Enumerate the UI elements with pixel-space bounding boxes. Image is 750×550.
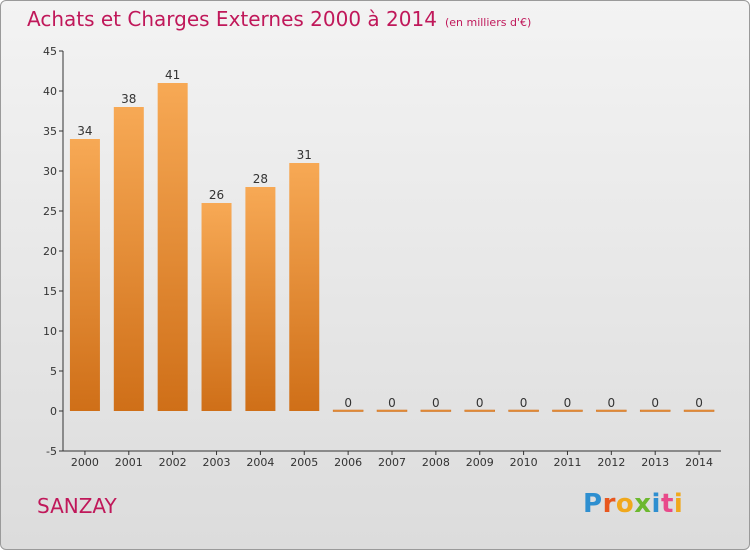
x-tick-label: 2014 bbox=[685, 456, 713, 469]
logo-letter: x bbox=[634, 489, 652, 519]
bar bbox=[508, 409, 539, 412]
y-tick-label: 20 bbox=[43, 245, 57, 258]
x-tick-label: 2011 bbox=[553, 456, 581, 469]
proxiti-logo[interactable]: Proxiti bbox=[583, 489, 683, 519]
commune-name: SANZAY bbox=[37, 494, 117, 518]
bar-value-label: 38 bbox=[121, 92, 136, 106]
bar bbox=[69, 139, 100, 411]
x-tick-label: 2002 bbox=[159, 456, 187, 469]
logo-letter: t bbox=[660, 489, 674, 519]
y-tick-label: -5 bbox=[46, 445, 57, 458]
bar bbox=[464, 409, 495, 412]
y-tick-label: 0 bbox=[50, 405, 57, 418]
bar-value-label: 41 bbox=[165, 68, 180, 82]
bar bbox=[113, 107, 144, 411]
y-tick-label: 10 bbox=[43, 325, 57, 338]
x-tick-label: 2012 bbox=[597, 456, 625, 469]
x-tick-label: 2010 bbox=[510, 456, 538, 469]
x-tick-label: 2006 bbox=[334, 456, 362, 469]
bar-value-label: 0 bbox=[388, 396, 396, 410]
bar-value-label: 28 bbox=[253, 172, 268, 186]
x-tick-label: 2008 bbox=[422, 456, 450, 469]
logo-letter: r bbox=[602, 489, 616, 519]
y-tick-label: 15 bbox=[43, 285, 57, 298]
x-tick-label: 2001 bbox=[115, 456, 143, 469]
logo-letter: i bbox=[651, 489, 661, 519]
bar-value-label: 0 bbox=[344, 396, 352, 410]
x-tick-label: 2000 bbox=[71, 456, 99, 469]
chart-unit: (en milliers d'€) bbox=[444, 16, 532, 29]
bar bbox=[157, 83, 188, 411]
x-tick-label: 2004 bbox=[246, 456, 274, 469]
y-tick-label: 30 bbox=[43, 165, 57, 178]
x-tick-label: 2009 bbox=[466, 456, 494, 469]
logo-letter: i bbox=[673, 489, 684, 519]
bar-value-label: 0 bbox=[520, 396, 528, 410]
bar-value-label: 0 bbox=[564, 396, 572, 410]
bar bbox=[332, 409, 364, 412]
bar-value-label: 26 bbox=[209, 188, 224, 202]
bar bbox=[552, 409, 583, 412]
x-tick-label: 2003 bbox=[203, 456, 231, 469]
y-tick-label: 45 bbox=[43, 45, 57, 58]
chart-title: Achats et Charges Externes 2000 à 2014 (e… bbox=[27, 7, 531, 31]
bar bbox=[376, 409, 408, 412]
bar bbox=[245, 187, 276, 411]
logo-letter: o bbox=[615, 489, 635, 519]
bar bbox=[596, 409, 627, 412]
bar bbox=[639, 409, 671, 412]
bar-value-label: 34 bbox=[77, 124, 92, 138]
bar-value-label: 0 bbox=[476, 396, 484, 410]
y-tick-label: 40 bbox=[43, 85, 57, 98]
bar-value-label: 31 bbox=[297, 148, 312, 162]
x-tick-label: 2005 bbox=[290, 456, 318, 469]
y-tick-label: 5 bbox=[50, 365, 57, 378]
x-tick-label: 2007 bbox=[378, 456, 406, 469]
y-tick-label: 35 bbox=[43, 125, 57, 138]
bar-value-label: 0 bbox=[651, 396, 659, 410]
bar bbox=[201, 203, 232, 411]
chart-title-text: Achats et Charges Externes 2000 à 2014 bbox=[27, 7, 437, 31]
bar bbox=[420, 409, 452, 412]
bar-value-label: 0 bbox=[608, 396, 616, 410]
bar-value-label: 0 bbox=[695, 396, 703, 410]
logo-letter: P bbox=[583, 489, 603, 519]
bar-value-label: 0 bbox=[432, 396, 440, 410]
y-tick-label: 25 bbox=[43, 205, 57, 218]
x-tick-label: 2013 bbox=[641, 456, 669, 469]
bar bbox=[683, 409, 715, 412]
bar bbox=[289, 163, 320, 411]
